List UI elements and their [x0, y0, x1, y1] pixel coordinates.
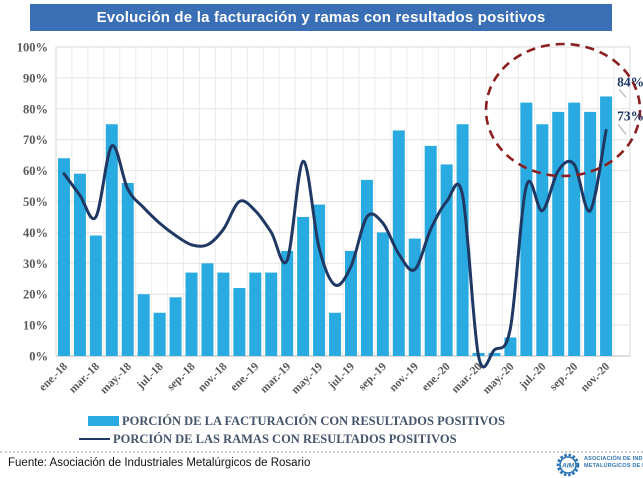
y-tick-80%: 80% [23, 102, 48, 116]
bar-sep.-19 [376, 232, 389, 356]
separator-line [0, 451, 643, 453]
x-tick-sep.-20: sep.-20 [548, 360, 581, 393]
y-tick-10%: 10% [23, 319, 48, 333]
bar-ene.-19 [249, 272, 262, 356]
bar-jul.-18 [153, 312, 166, 356]
bar-ago.-19 [360, 179, 373, 356]
bar-feb.-20 [456, 124, 469, 356]
chart-svg: 84% 73% 0% 10% 20% 30% 40% 50% 60% 70% 80% 90% 100% e… [17, 41, 643, 397]
line-series-ramas [62, 128, 608, 369]
y-tick-70%: 70% [23, 133, 48, 147]
annotations: 84% 73% [617, 74, 643, 135]
aim-logo: AIM ASOCIACIÓN DE INDUSTRIALES METALÚRGI… [556, 453, 643, 478]
gridlines [55, 46, 631, 357]
bar-feb.-19 [265, 272, 278, 356]
x-tick-may.-18: may.-18 [98, 360, 134, 396]
bar-oct.-19 [392, 130, 405, 356]
aim-name-line2: METALÚRGICOS DE ROSARIO [584, 462, 643, 469]
legend-label-facturacion: PORCIÓN DE LA FACTURACIÓN CON RESULTADOS… [122, 413, 505, 428]
x-tick-ene.-20: ene.-20 [420, 360, 453, 393]
x-tick-sep.-19: sep.-19 [356, 360, 389, 393]
legend-line-swatch [79, 437, 110, 441]
bar-oct.-20 [584, 111, 597, 356]
x-tick-nov.-19: nov.-19 [387, 360, 421, 394]
bar-sep.-18 [185, 272, 198, 356]
bar-ago.-18 [169, 297, 182, 356]
x-tick-nov.-18: nov.-18 [196, 360, 230, 394]
bar-dic.-18 [233, 288, 246, 356]
x-tick-sep.-18: sep.-18 [165, 360, 198, 393]
x-tick-ene.-19: ene.-19 [228, 360, 261, 393]
x-tick-ene.-18: ene.-18 [37, 360, 70, 393]
aim-gear-icon: AIM [556, 453, 580, 477]
bar-abr.-19 [297, 216, 310, 356]
bar-jul.-20 [536, 124, 549, 356]
bar-oct.-18 [201, 263, 214, 356]
y-tick-0%: 0% [29, 350, 48, 364]
bar-abr.-20 [488, 352, 501, 356]
bar-may.-19 [313, 204, 326, 356]
bar-may.-18 [121, 182, 134, 356]
aim-abbr: AIM [561, 463, 575, 470]
y-tick-40%: 40% [23, 226, 48, 240]
y-tick-20%: 20% [23, 288, 48, 302]
bar-mar.-19 [281, 250, 294, 356]
legend-bar-swatch [88, 416, 119, 426]
bar-ene.-20 [440, 164, 453, 356]
chart-title: Evolución de la facturación y ramas con … [96, 9, 546, 26]
bar-series-facturacion [57, 96, 613, 357]
x-tick-mar.-20: mar.-20 [450, 360, 485, 395]
bar-ene.-18 [57, 158, 70, 356]
y-tick-100%: 100% [17, 41, 48, 55]
bar-abr.-18 [105, 124, 118, 356]
bar-ago.-20 [552, 111, 565, 356]
bar-mar.-18 [89, 235, 102, 356]
bar-sep.-20 [568, 102, 581, 357]
y-tick-60%: 60% [23, 164, 48, 178]
annotation-bar-value: 84% [617, 74, 643, 89]
source-note: Fuente: Asociación de Industriales Metal… [8, 457, 311, 469]
x-tick-mar.-19: mar.-19 [258, 360, 293, 395]
y-tick-50%: 50% [23, 195, 48, 209]
bar-feb.-18 [73, 173, 86, 356]
highlight-ellipse [484, 42, 642, 178]
aim-logo-text: ASOCIACIÓN DE INDUSTRIALES METALÚRGICOS … [584, 456, 643, 469]
y-axis-labels: 0% 10% 20% 30% 40% 50% 60% 70% 80% 90% 100% [17, 41, 48, 364]
bar-jun.-19 [329, 312, 342, 356]
y-tick-30%: 30% [23, 257, 48, 271]
x-tick-jul.-20: jul.-20 [517, 360, 549, 392]
bar-dic.-19 [424, 145, 437, 356]
chart-title-bar: Evolución de la facturación y ramas con … [30, 4, 612, 31]
bar-jul.-19 [344, 250, 357, 356]
annotation-line-value: 73% [617, 108, 643, 123]
bar-nov.-18 [217, 272, 230, 356]
y-tick-90%: 90% [23, 71, 48, 85]
bar-may.-20 [504, 337, 517, 356]
x-tick-nov.-20: nov.-20 [579, 360, 613, 394]
bar-nov.-19 [408, 238, 421, 356]
x-tick-jul.-18: jul.-18 [134, 360, 166, 392]
legend-item-ramas: PORCIÓN DE LAS RAMAS CON RESULTADOS POSI… [79, 431, 457, 447]
aim-name-line1: ASOCIACIÓN DE INDUSTRIALES [584, 456, 643, 462]
bar-jun.-18 [137, 294, 150, 356]
legend-item-facturacion: PORCIÓN DE LA FACTURACIÓN CON RESULTADOS… [88, 413, 505, 429]
x-tick-jul.-19: jul.-19 [326, 360, 358, 392]
legend-label-ramas: PORCIÓN DE LAS RAMAS CON RESULTADOS POSI… [113, 431, 457, 446]
x-tick-mar.-18: mar.-18 [67, 360, 102, 395]
x-tick-may.-19: may.-19 [289, 360, 325, 396]
